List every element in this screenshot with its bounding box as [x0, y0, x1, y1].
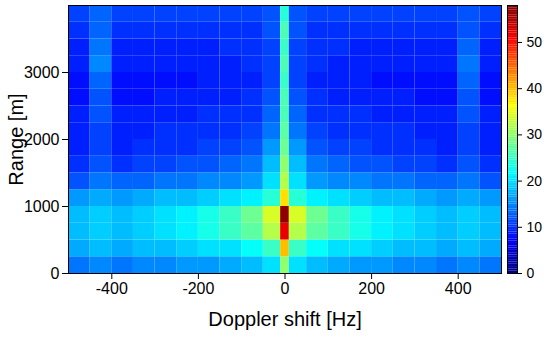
- svg-text:400: 400: [445, 280, 472, 297]
- svg-text:0: 0: [281, 280, 290, 297]
- svg-text:Doppler shift [Hz]: Doppler shift [Hz]: [208, 308, 361, 330]
- svg-text:0: 0: [527, 265, 535, 281]
- svg-text:30: 30: [527, 126, 543, 142]
- svg-text:Range [m]: Range [m]: [5, 93, 27, 185]
- svg-text:10: 10: [527, 219, 543, 235]
- svg-text:20: 20: [527, 173, 543, 189]
- svg-text:50: 50: [527, 34, 543, 50]
- svg-text:200: 200: [358, 280, 385, 297]
- svg-text:-400: -400: [96, 280, 128, 297]
- svg-text:2000: 2000: [24, 131, 60, 148]
- svg-text:-200: -200: [182, 280, 214, 297]
- svg-text:0: 0: [51, 265, 60, 282]
- svg-text:40: 40: [527, 80, 543, 96]
- svg-text:3000: 3000: [24, 64, 60, 81]
- svg-text:1000: 1000: [24, 198, 60, 215]
